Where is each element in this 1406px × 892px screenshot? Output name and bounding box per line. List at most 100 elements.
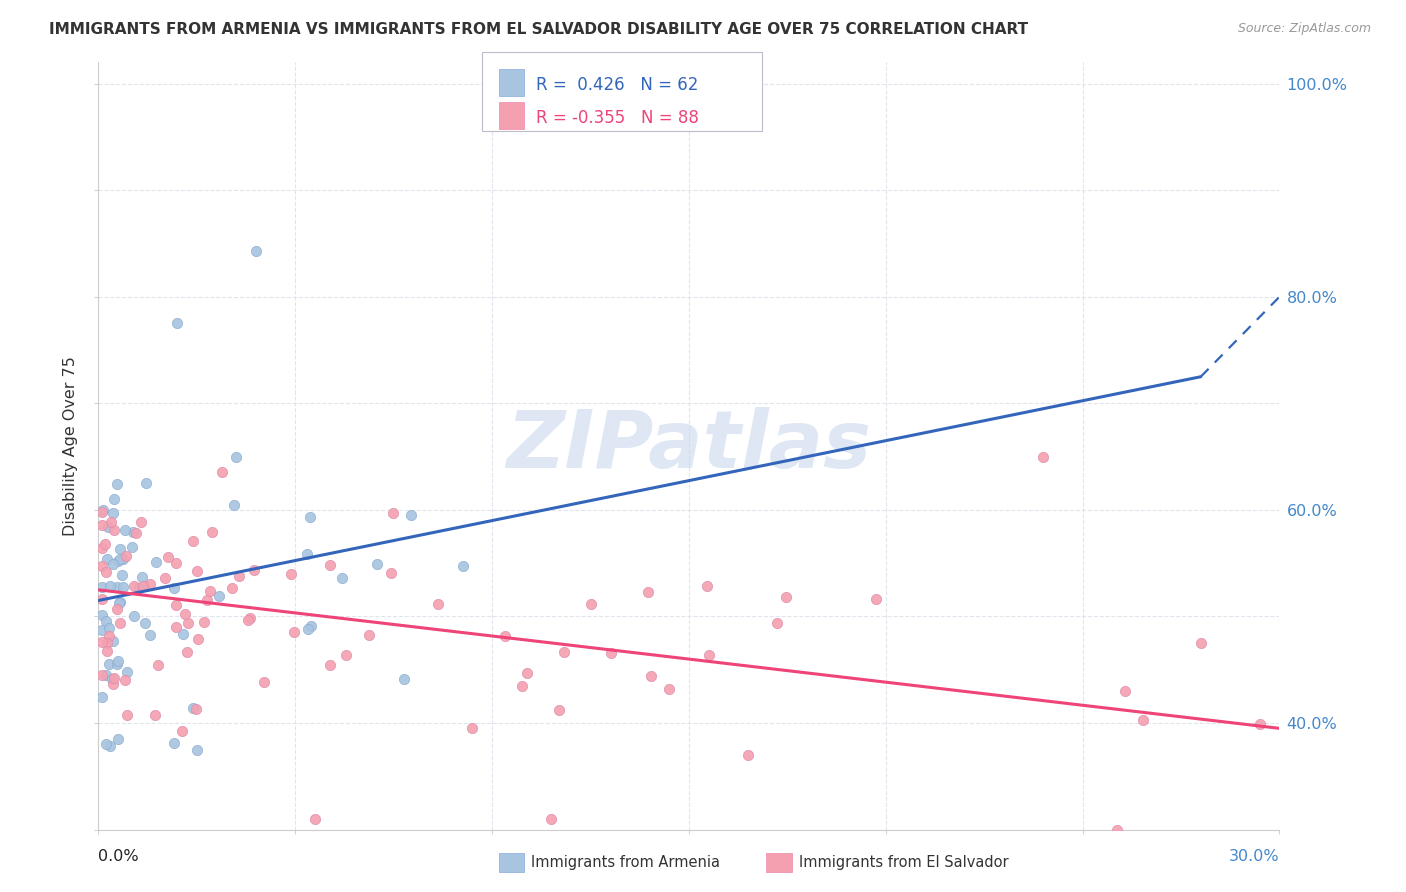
Point <box>245 244 267 258</box>
Point <box>330 571 353 585</box>
Point <box>1032 450 1054 464</box>
Text: 30.0%: 30.0% <box>1229 849 1279 863</box>
Point <box>105 580 128 594</box>
Text: Source: ZipAtlas.com: Source: ZipAtlas.com <box>1237 22 1371 36</box>
Point <box>101 633 124 648</box>
Point <box>101 558 124 572</box>
Point <box>101 507 124 521</box>
Point <box>91 518 114 533</box>
Point <box>865 591 887 606</box>
Point <box>335 648 357 663</box>
Point <box>173 607 195 622</box>
Point <box>98 657 121 672</box>
Point <box>359 628 381 642</box>
Point <box>238 613 260 627</box>
Y-axis label: Disability Age Over 75: Disability Age Over 75 <box>63 356 79 536</box>
Point <box>111 568 134 582</box>
Point <box>1107 822 1129 837</box>
Point <box>319 657 342 672</box>
Point <box>380 566 402 581</box>
Point <box>131 570 153 584</box>
Point <box>107 477 129 491</box>
Point <box>579 597 602 611</box>
Point <box>239 611 262 625</box>
Point <box>91 558 114 573</box>
Point <box>165 598 187 612</box>
Point <box>100 515 122 529</box>
Point <box>111 580 134 594</box>
Point <box>165 556 187 570</box>
Point <box>283 624 305 639</box>
Point <box>737 747 759 762</box>
Point <box>181 701 204 715</box>
Point <box>125 526 148 541</box>
Point <box>110 595 132 609</box>
Point <box>304 812 326 826</box>
Point <box>110 541 132 556</box>
Point <box>94 668 117 682</box>
Point <box>91 505 114 519</box>
Point <box>381 506 404 520</box>
Text: R =  0.426   N = 62: R = 0.426 N = 62 <box>536 77 697 95</box>
Point <box>553 645 575 659</box>
Point <box>183 533 205 548</box>
Point <box>516 666 538 681</box>
Point <box>157 550 180 565</box>
Point <box>139 576 162 591</box>
Point <box>253 674 276 689</box>
Point <box>193 615 215 630</box>
Point <box>301 619 323 633</box>
Point <box>184 702 207 716</box>
Point <box>696 579 718 593</box>
Point <box>114 523 136 537</box>
Point <box>510 680 533 694</box>
Point <box>207 590 229 604</box>
Text: Immigrants from El Salvador: Immigrants from El Salvador <box>799 855 1008 870</box>
Point <box>91 580 114 594</box>
Point <box>155 571 177 585</box>
Point <box>299 509 322 524</box>
Text: ZIPatlas: ZIPatlas <box>506 407 872 485</box>
Point <box>122 609 145 624</box>
Point <box>94 537 117 551</box>
Point <box>399 508 422 522</box>
Text: 0.0%: 0.0% <box>98 849 139 863</box>
Point <box>222 499 245 513</box>
Point <box>91 503 114 517</box>
Point <box>103 677 125 691</box>
Point <box>1189 636 1212 650</box>
Point <box>1114 684 1136 698</box>
Point <box>637 584 659 599</box>
Point <box>115 549 138 563</box>
Point <box>1132 713 1154 727</box>
Point <box>699 648 721 662</box>
Point <box>145 555 167 569</box>
Point <box>138 628 160 642</box>
Point <box>128 581 150 595</box>
Point <box>94 614 117 628</box>
Point <box>129 515 152 529</box>
Point <box>172 626 194 640</box>
Point <box>132 579 155 593</box>
Point <box>96 644 118 658</box>
Text: Immigrants from Armenia: Immigrants from Armenia <box>531 855 720 870</box>
Point <box>243 563 266 577</box>
Point <box>107 654 129 668</box>
Point <box>619 876 641 890</box>
Point <box>91 591 114 606</box>
Point <box>91 690 114 705</box>
Point <box>91 668 114 682</box>
Point <box>1249 716 1271 731</box>
Point <box>107 601 129 615</box>
Point <box>280 567 302 582</box>
Point <box>117 665 139 679</box>
Point <box>540 812 562 826</box>
Point <box>366 558 388 572</box>
Point <box>96 636 118 650</box>
Point <box>195 593 218 607</box>
Point <box>297 548 319 562</box>
Point <box>211 465 233 479</box>
Point <box>172 723 194 738</box>
Point <box>494 629 516 643</box>
Point <box>91 623 114 637</box>
